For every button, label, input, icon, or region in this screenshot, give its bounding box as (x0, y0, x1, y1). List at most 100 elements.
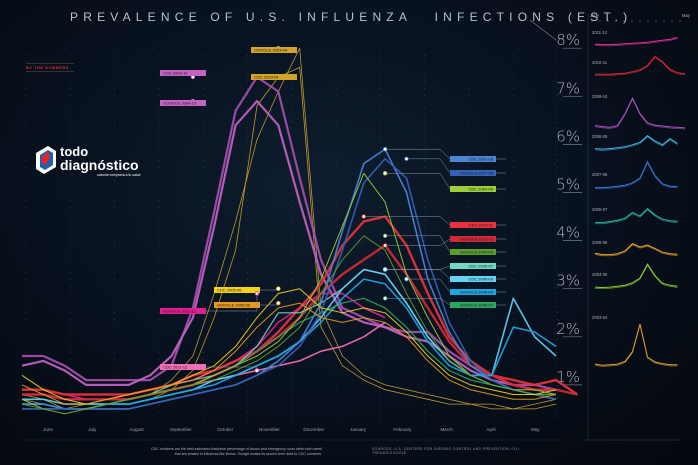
side-axis-start: June (590, 13, 600, 18)
panel-season-label: 2008-09 (592, 134, 608, 139)
panel-2004-05: 2004-05 (592, 263, 678, 290)
panel-line-cdc (595, 160, 678, 189)
annotation-box (450, 302, 496, 308)
annotation-label: GOOGLE 2005-06 (217, 303, 251, 308)
y-axis: 1% 2% 3% 4% 5% 6% 7% 8% (529, 19, 582, 420)
y-tick-label: 4% (556, 224, 580, 242)
series-line-google-2009-10 (21, 100, 556, 391)
logo: todo diagnóstico solución temprana a tu … (34, 143, 174, 188)
x-tick-label: October (217, 427, 234, 432)
panel-line-google (594, 98, 686, 130)
side-panels: 2011-12 2010-11 2009-10 2008-09 2007-08 2006-… (585, 30, 686, 441)
annotation-google-2006-07: GOOGLE 2006-07 (382, 296, 506, 308)
annotation-label: CDC 2008-09 (469, 277, 494, 282)
series-line-cdc-2009-10 (22, 76, 557, 391)
panel-season-label: 2010-11 (592, 60, 608, 65)
series-layer (21, 47, 579, 415)
logo-line-1: todo (60, 144, 88, 159)
x-tick-label: May (531, 427, 540, 432)
x-tick-label: November (259, 427, 280, 432)
panel-season-label: 2006-07 (592, 207, 608, 212)
panel-2005-06: 2005-06 (592, 240, 678, 257)
panel-2011-12: 2011-12 (592, 30, 678, 47)
title-part-2: INFECTIONS (EST.) (434, 10, 633, 24)
annotation-box (450, 249, 496, 255)
logo-tagline: solución temprana a tu salud (97, 173, 140, 177)
annotation-marker (404, 276, 409, 282)
annotation-label: GOOGLE 2006-07 (460, 303, 494, 308)
y-tick-label: 2% (556, 320, 580, 338)
annotation-marker (276, 286, 281, 291)
annotation-google-2009-10: GOOGLE 2009-10 (160, 98, 206, 106)
annotation-marker (254, 291, 260, 296)
leader-line (260, 288, 279, 291)
annotation-label: GOOGLE 2009-10 (163, 101, 197, 106)
series-line-google-2003-04 (21, 47, 557, 410)
panel-2010-11: 2010-11 (592, 55, 686, 76)
panel-line-cdc (595, 55, 686, 75)
panel-line-google (594, 325, 678, 367)
panel-line-google (594, 264, 678, 290)
panel-line-cdc (594, 36, 678, 46)
annotation-box (251, 47, 297, 53)
annotation-box (160, 308, 206, 314)
panel-line-google (594, 136, 678, 151)
annotation-box (450, 186, 496, 192)
annotation-box (214, 302, 260, 308)
annotation-marker (361, 214, 366, 219)
leader-line (206, 293, 258, 312)
annotation-box (450, 156, 496, 162)
panel-season-label: 2003-04 (592, 315, 608, 320)
annotation-google-2010-11: GOOGLE 2010-11 (382, 236, 506, 248)
panel-line-cdc (594, 263, 678, 289)
annotation-label: CDC 2011-12 (163, 365, 188, 370)
panel-line-google (594, 38, 678, 47)
annotation-label: CDC 2006-07 (469, 264, 494, 269)
annotation-google-2003-04: GOOGLE 2003-04 (251, 46, 297, 53)
annotation-box (160, 70, 206, 76)
y-tick-label: 8% (556, 31, 580, 49)
annotation-marker (254, 368, 260, 373)
annotation-box (450, 170, 496, 176)
annotation-cdc-2004-05: CDC 2004-05 (382, 171, 506, 192)
y-tick-label: 1% (556, 368, 580, 386)
series-line-google-2007-08 (22, 158, 557, 410)
annotation-marker (382, 267, 388, 272)
annotation-cdc-2005-06: CDC 2005-06 (214, 286, 281, 293)
y-tick-label: 5% (556, 176, 580, 194)
panel-2007-08: 2007-08 (592, 160, 678, 190)
annotation-google-2005-06: GOOGLE 2005-06 (214, 300, 281, 308)
annotation-marker (382, 147, 388, 152)
x-tick-label: March (440, 427, 453, 432)
y-tick-label: 7% (556, 79, 580, 97)
small-multiples: June May 2011-12 2010-11 2009-10 2008-09 200… (585, 13, 691, 441)
x-tick-label: December (303, 427, 324, 432)
panel-season-label: 2011-12 (592, 30, 608, 35)
title-part-1: PREVALENCE OF U.S. INFLUENZA (70, 10, 413, 24)
footnote: CDC numbers are the best estimated fract… (151, 447, 322, 456)
x-tick-label: June (43, 427, 53, 432)
panel-season-label: 2007-08 (592, 172, 608, 177)
series-line-google-2008-09 (22, 278, 557, 410)
panel-line-google (595, 209, 678, 225)
panel-line-cdc (594, 135, 678, 150)
y-tick-label: 3% (556, 272, 580, 290)
annotation-marker (382, 243, 388, 248)
x-tick-label: April (486, 427, 495, 432)
annotation-box (450, 276, 496, 282)
annotation-label: CDC 2010-11 (469, 223, 494, 228)
side-ticks (591, 20, 681, 22)
panel-line-cdc (594, 323, 678, 366)
annotation-label: GOOGLE 2011-12 (163, 309, 197, 314)
x-tick-label: January (350, 427, 367, 432)
panel-season-label: 2005-06 (592, 240, 608, 245)
series-line-cdc-2010-11 (22, 215, 579, 396)
chart-title: PREVALENCE OF U.S. INFLUENZA INFECTIONS … (70, 10, 632, 24)
annotation-google-2007-08: GOOGLE 2007-08 (404, 156, 506, 176)
panel-line-google (595, 162, 678, 190)
annotation-cdc-2009-10: CDC 2009-10 (160, 70, 206, 80)
annotation-cdc-2011-12: CDC 2011-12 (160, 364, 260, 373)
panel-line-google (595, 57, 686, 76)
annotation-box (251, 74, 297, 80)
